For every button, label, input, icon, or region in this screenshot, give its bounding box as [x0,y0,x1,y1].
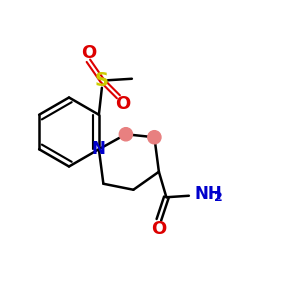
Text: O: O [151,220,166,238]
Text: O: O [81,44,96,62]
Text: N: N [91,140,105,158]
Circle shape [119,128,133,141]
Text: O: O [115,95,130,113]
Text: S: S [95,71,109,90]
Text: NH: NH [195,185,223,203]
Text: 2: 2 [214,191,223,204]
Circle shape [148,130,161,144]
